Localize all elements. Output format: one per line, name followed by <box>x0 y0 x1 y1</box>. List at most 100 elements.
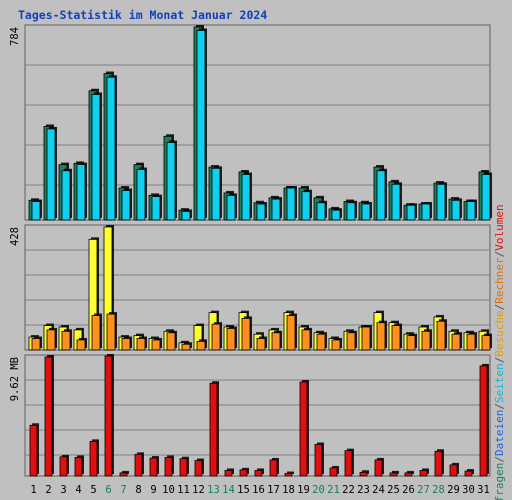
bar-volumen-26 <box>404 470 414 477</box>
bar-volumen-13 <box>209 381 219 477</box>
x-tick-label-28: 28 <box>432 484 445 496</box>
bar-volumen-1 <box>29 423 39 477</box>
x-tick-label-10: 10 <box>162 484 175 496</box>
x-tick-label-18: 18 <box>282 484 295 496</box>
legend: Anfragen/Dateien/Seiten/Besuche/Rechner/… <box>493 204 506 500</box>
x-tick-label-17: 17 <box>267 484 280 496</box>
bar-volumen-11 <box>179 456 189 477</box>
x-tick-label-23: 23 <box>357 484 370 496</box>
bar-besuche-3 <box>61 329 72 351</box>
bar-besuche-25 <box>391 323 402 351</box>
bar-dateien-12 <box>196 28 207 221</box>
bar-besuche-21 <box>331 337 342 351</box>
bar-besuche-19 <box>301 327 312 351</box>
x-tick-label-20: 20 <box>312 484 325 496</box>
bar-volumen-30 <box>464 469 474 477</box>
bar-volumen-8 <box>134 452 144 477</box>
x-tick-label-22: 22 <box>342 484 355 496</box>
legend-item-0: Anfragen <box>493 463 506 500</box>
bar-volumen-16 <box>254 468 264 477</box>
bar-dateien-1 <box>31 199 42 221</box>
bar-besuche-2 <box>46 327 57 351</box>
x-tick-label-13: 13 <box>207 484 220 496</box>
bar-besuche-9 <box>151 337 162 351</box>
legend-item-3: / <box>493 403 506 410</box>
bar-besuche-1 <box>31 336 42 351</box>
bar-besuche-23 <box>361 325 372 351</box>
chart-panels: 784 428 9.62 MB <box>9 24 492 477</box>
bar-volumen-17 <box>269 457 279 477</box>
ymax-label-top: 784 <box>9 27 21 46</box>
bar-volumen-3 <box>59 454 69 477</box>
x-tick-label-24: 24 <box>372 484 385 496</box>
bar-besuche-28 <box>436 319 447 351</box>
x-tick-label-2: 2 <box>45 484 51 496</box>
ymax-label-bottom: 9.62 MB <box>9 357 21 401</box>
bar-besuche-11 <box>181 342 192 351</box>
bar-dateien-27 <box>421 201 432 221</box>
x-tick-label-19: 19 <box>297 484 310 496</box>
bar-besuche-6 <box>106 312 117 351</box>
legend-item-5: / <box>493 357 506 364</box>
bar-besuche-17 <box>271 330 282 351</box>
bar-dateien-31 <box>481 172 492 221</box>
x-tick-label-21: 21 <box>327 484 340 496</box>
x-tick-label-15: 15 <box>237 484 250 496</box>
bar-dateien-21 <box>331 208 342 221</box>
bar-volumen-31 <box>479 363 489 477</box>
x-tick-label-5: 5 <box>90 484 96 496</box>
bar-besuche-12 <box>196 339 207 351</box>
bar-dateien-4 <box>76 162 87 221</box>
bar-dateien-7 <box>121 188 132 221</box>
x-tick-label-31: 31 <box>477 484 490 496</box>
bar-volumen-7 <box>119 470 129 477</box>
bar-dateien-22 <box>346 200 357 221</box>
bar-besuche-22 <box>346 330 357 351</box>
legend-item-6: Besuche <box>493 310 506 356</box>
bar-volumen-25 <box>389 470 399 477</box>
bar-dateien-15 <box>241 172 252 221</box>
bar-besuche-30 <box>466 332 477 351</box>
bar-dateien-10 <box>166 140 177 221</box>
bar-volumen-29 <box>449 462 459 477</box>
bar-besuche-15 <box>241 316 252 351</box>
bar-volumen-10 <box>164 455 174 477</box>
bar-volumen-14 <box>224 468 234 477</box>
bar-besuche-18 <box>286 313 297 351</box>
x-tick-label-9: 9 <box>150 484 156 496</box>
bar-dateien-3 <box>61 168 72 221</box>
panel-middle: 428 <box>9 224 492 351</box>
bar-dateien-24 <box>376 168 387 221</box>
x-tick-label-30: 30 <box>462 484 475 496</box>
x-tick-label-6: 6 <box>105 484 111 496</box>
legend-item-4: Seiten <box>493 363 506 403</box>
bar-volumen-24 <box>374 457 384 477</box>
bar-besuche-24 <box>376 320 387 351</box>
bar-volumen-27 <box>419 468 429 477</box>
bar-besuche-26 <box>406 333 417 351</box>
x-tick-label-7: 7 <box>120 484 126 496</box>
bar-besuche-10 <box>166 330 177 351</box>
legend-item-1: / <box>493 456 506 463</box>
x-axis-labels: 1 2 3 4 5 6 7 8 9 10 11 12 13 14 15 16 17 18 19 20 21 22 23 24 2… <box>30 484 489 496</box>
x-tick-label-12: 12 <box>192 484 205 496</box>
bar-dateien-16 <box>256 201 267 221</box>
panel-bottom: 9.62 MB <box>9 354 491 477</box>
bar-dateien-25 <box>391 182 402 221</box>
bar-volumen-20 <box>314 442 324 477</box>
bar-volumen-19 <box>299 379 309 477</box>
bar-dateien-8 <box>136 167 147 221</box>
bar-dateien-5 <box>91 92 102 221</box>
bar-besuche-16 <box>256 336 267 351</box>
bar-volumen-18 <box>284 471 294 477</box>
bar-dateien-28 <box>436 182 447 221</box>
bar-volumen-4 <box>74 455 84 477</box>
x-tick-label-25: 25 <box>387 484 400 496</box>
bar-dateien-6 <box>106 75 117 221</box>
bar-besuche-27 <box>421 329 432 351</box>
x-tick-label-8: 8 <box>135 484 141 496</box>
bar-volumen-21 <box>329 465 339 477</box>
bar-besuche-20 <box>316 332 327 351</box>
legend-item-2: Dateien <box>493 410 506 456</box>
